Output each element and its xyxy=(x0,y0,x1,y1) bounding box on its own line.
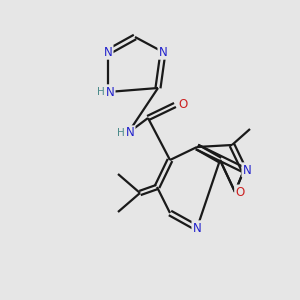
Text: H: H xyxy=(117,128,125,138)
Text: N: N xyxy=(243,164,251,176)
Text: N: N xyxy=(243,164,251,176)
Text: N: N xyxy=(126,127,134,140)
Text: N: N xyxy=(126,127,134,140)
Text: H: H xyxy=(97,87,105,97)
Text: O: O xyxy=(236,187,244,200)
Text: O: O xyxy=(236,185,244,199)
Text: H: H xyxy=(97,87,105,97)
Text: N: N xyxy=(193,221,201,235)
Text: N: N xyxy=(106,85,114,98)
Text: H: H xyxy=(117,128,125,138)
Text: N: N xyxy=(103,46,112,59)
Text: O: O xyxy=(178,98,188,110)
Text: N: N xyxy=(103,46,112,59)
Text: N: N xyxy=(193,221,201,235)
Text: O: O xyxy=(178,98,188,110)
Text: N: N xyxy=(159,46,167,59)
Text: N: N xyxy=(106,85,114,98)
Text: N: N xyxy=(159,46,167,59)
